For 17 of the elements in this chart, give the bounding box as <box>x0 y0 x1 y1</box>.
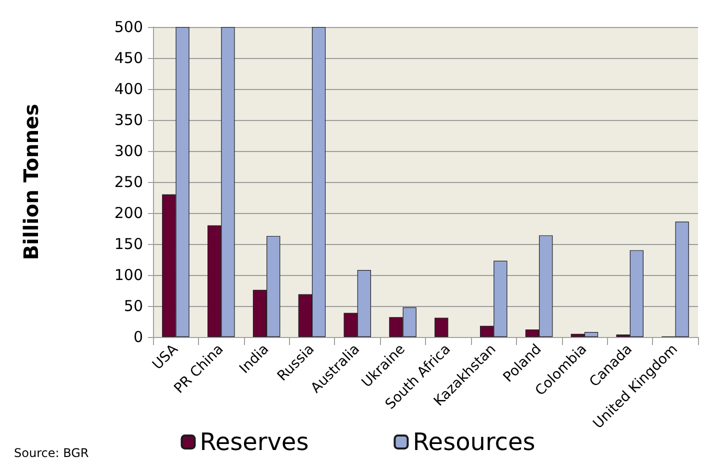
y-axis-title: Billion Tonnes <box>19 104 43 260</box>
y-tick-label: 350 <box>114 111 143 129</box>
y-tick-label: 250 <box>114 173 143 191</box>
bar <box>434 318 448 337</box>
y-tick-label: 100 <box>114 266 143 284</box>
x-tick-label: USA <box>150 341 182 374</box>
y-tick-label: 300 <box>114 142 143 160</box>
source-note: Source: BGR <box>14 446 89 460</box>
y-tick-label: 200 <box>114 204 143 222</box>
y-tick-label: 400 <box>114 80 143 98</box>
y-tick-label: 50 <box>124 297 143 315</box>
y-tick-label: 150 <box>114 235 143 253</box>
y-tick-label: 450 <box>114 49 143 67</box>
y-tick-label: 0 <box>133 328 143 346</box>
y-tick-label: 500 <box>114 18 143 36</box>
legend-label: Resources <box>412 428 536 456</box>
legend-label: Reserves <box>200 428 309 456</box>
